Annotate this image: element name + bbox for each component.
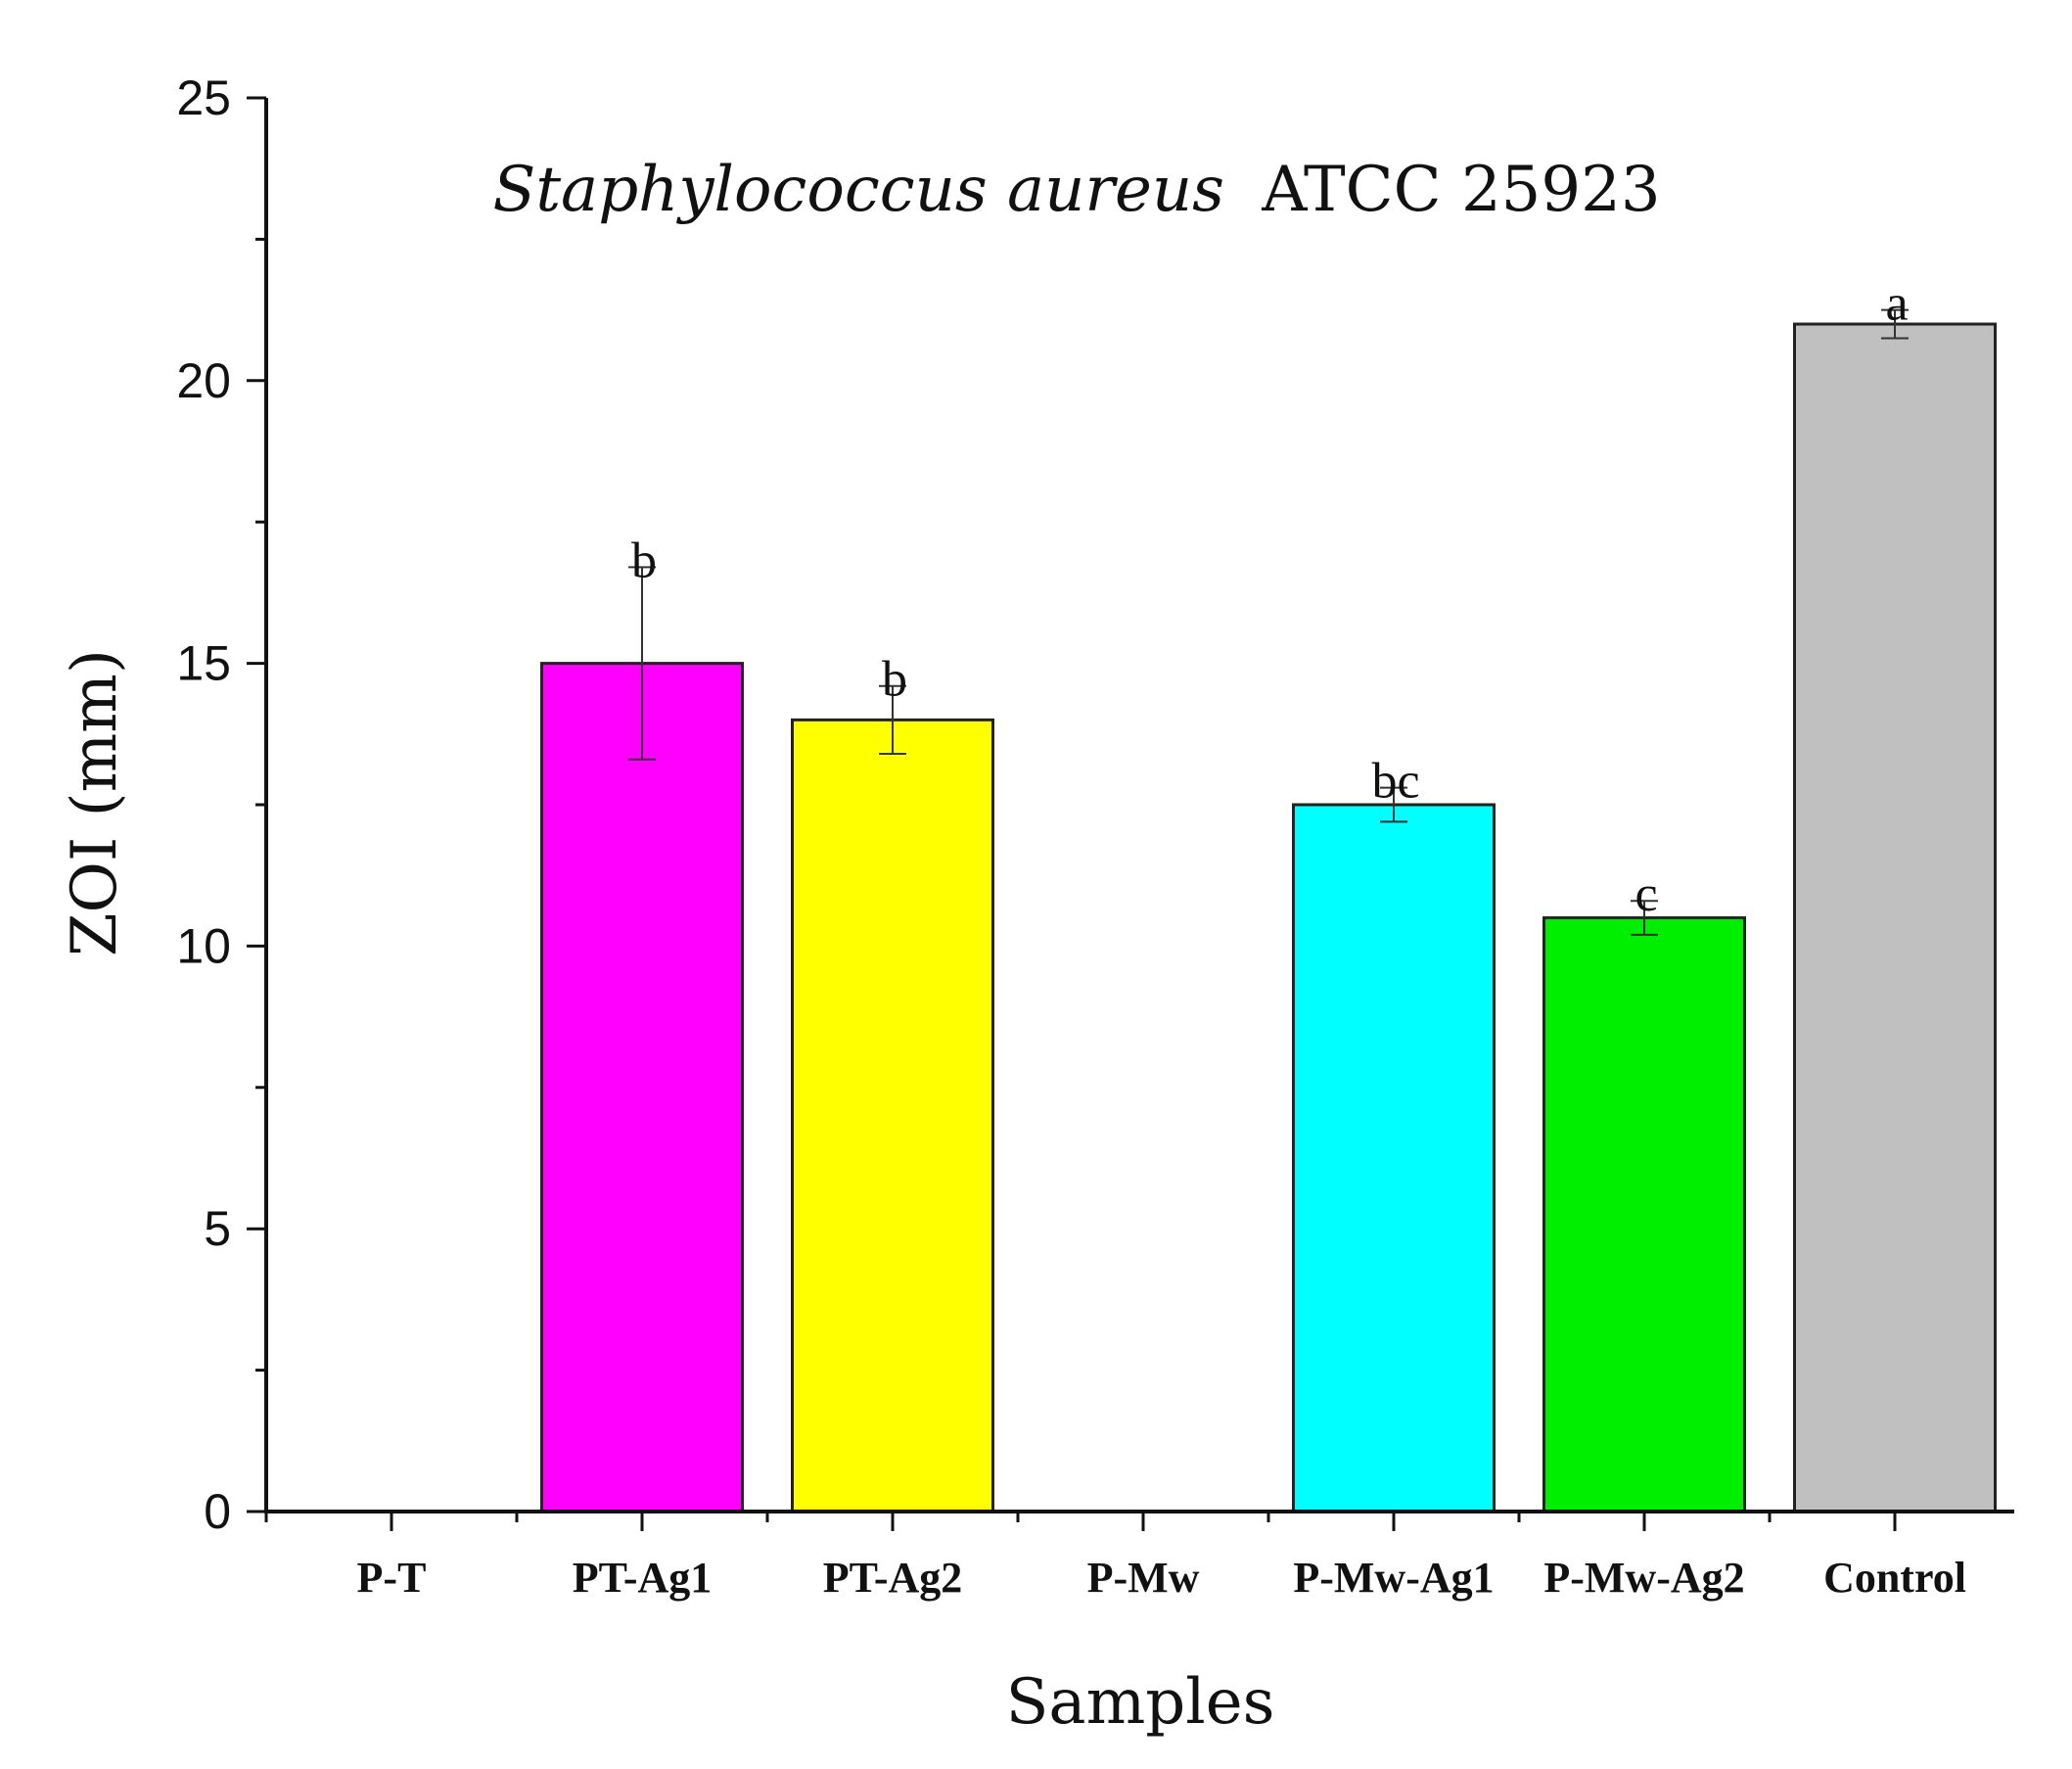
chart-title-organism: Staphylococcus aureus <box>492 154 1223 226</box>
y-tick-label-10: 10 <box>176 918 231 973</box>
bar-PT-Ag2 <box>791 718 994 1513</box>
x-tick-label-Control: Control <box>1823 1554 1966 1602</box>
significance-label-Control: a <box>1885 276 1908 332</box>
x-axis-title: Samples <box>1006 1666 1275 1739</box>
x-tick-label-PT-Ag2: PT-Ag2 <box>823 1554 963 1602</box>
significance-label-P-Mw-Ag2: c <box>1635 866 1657 922</box>
bar-P-Mw-Ag1 <box>1292 803 1496 1513</box>
y-tick-label-25: 25 <box>176 70 231 125</box>
chart-title-strain: ATCC 25923 <box>1261 154 1660 226</box>
bar-Control <box>1793 322 1997 1513</box>
x-tick-label-P-Mw-Ag2: P-Mw-Ag2 <box>1543 1554 1744 1602</box>
x-tick-label-P-Mw-Ag1: P-Mw-Ag1 <box>1293 1554 1494 1602</box>
y-axis-title: ZOI (mm) <box>59 649 131 956</box>
y-tick-label-5: 5 <box>204 1201 231 1256</box>
significance-label-PT-Ag1: b <box>631 533 657 588</box>
bar-PT-Ag1 <box>540 662 744 1513</box>
x-tick-label-PT-Ag1: PT-Ag1 <box>573 1554 713 1602</box>
y-tick-label-0: 0 <box>204 1484 231 1539</box>
y-tick-label-20: 20 <box>176 353 231 408</box>
x-tick-label-P-T: P-T <box>357 1554 427 1602</box>
y-tick-label-15: 15 <box>176 636 231 691</box>
x-tick-label-P-Mw: P-Mw <box>1087 1554 1200 1602</box>
bar-P-Mw-Ag2 <box>1542 916 1746 1513</box>
significance-label-PT-Ag2: b <box>882 652 907 708</box>
significance-label-P-Mw-Ag1: bc <box>1371 754 1419 810</box>
chart-title: Staphylococcus aureus ATCC 25923 <box>492 154 1660 226</box>
